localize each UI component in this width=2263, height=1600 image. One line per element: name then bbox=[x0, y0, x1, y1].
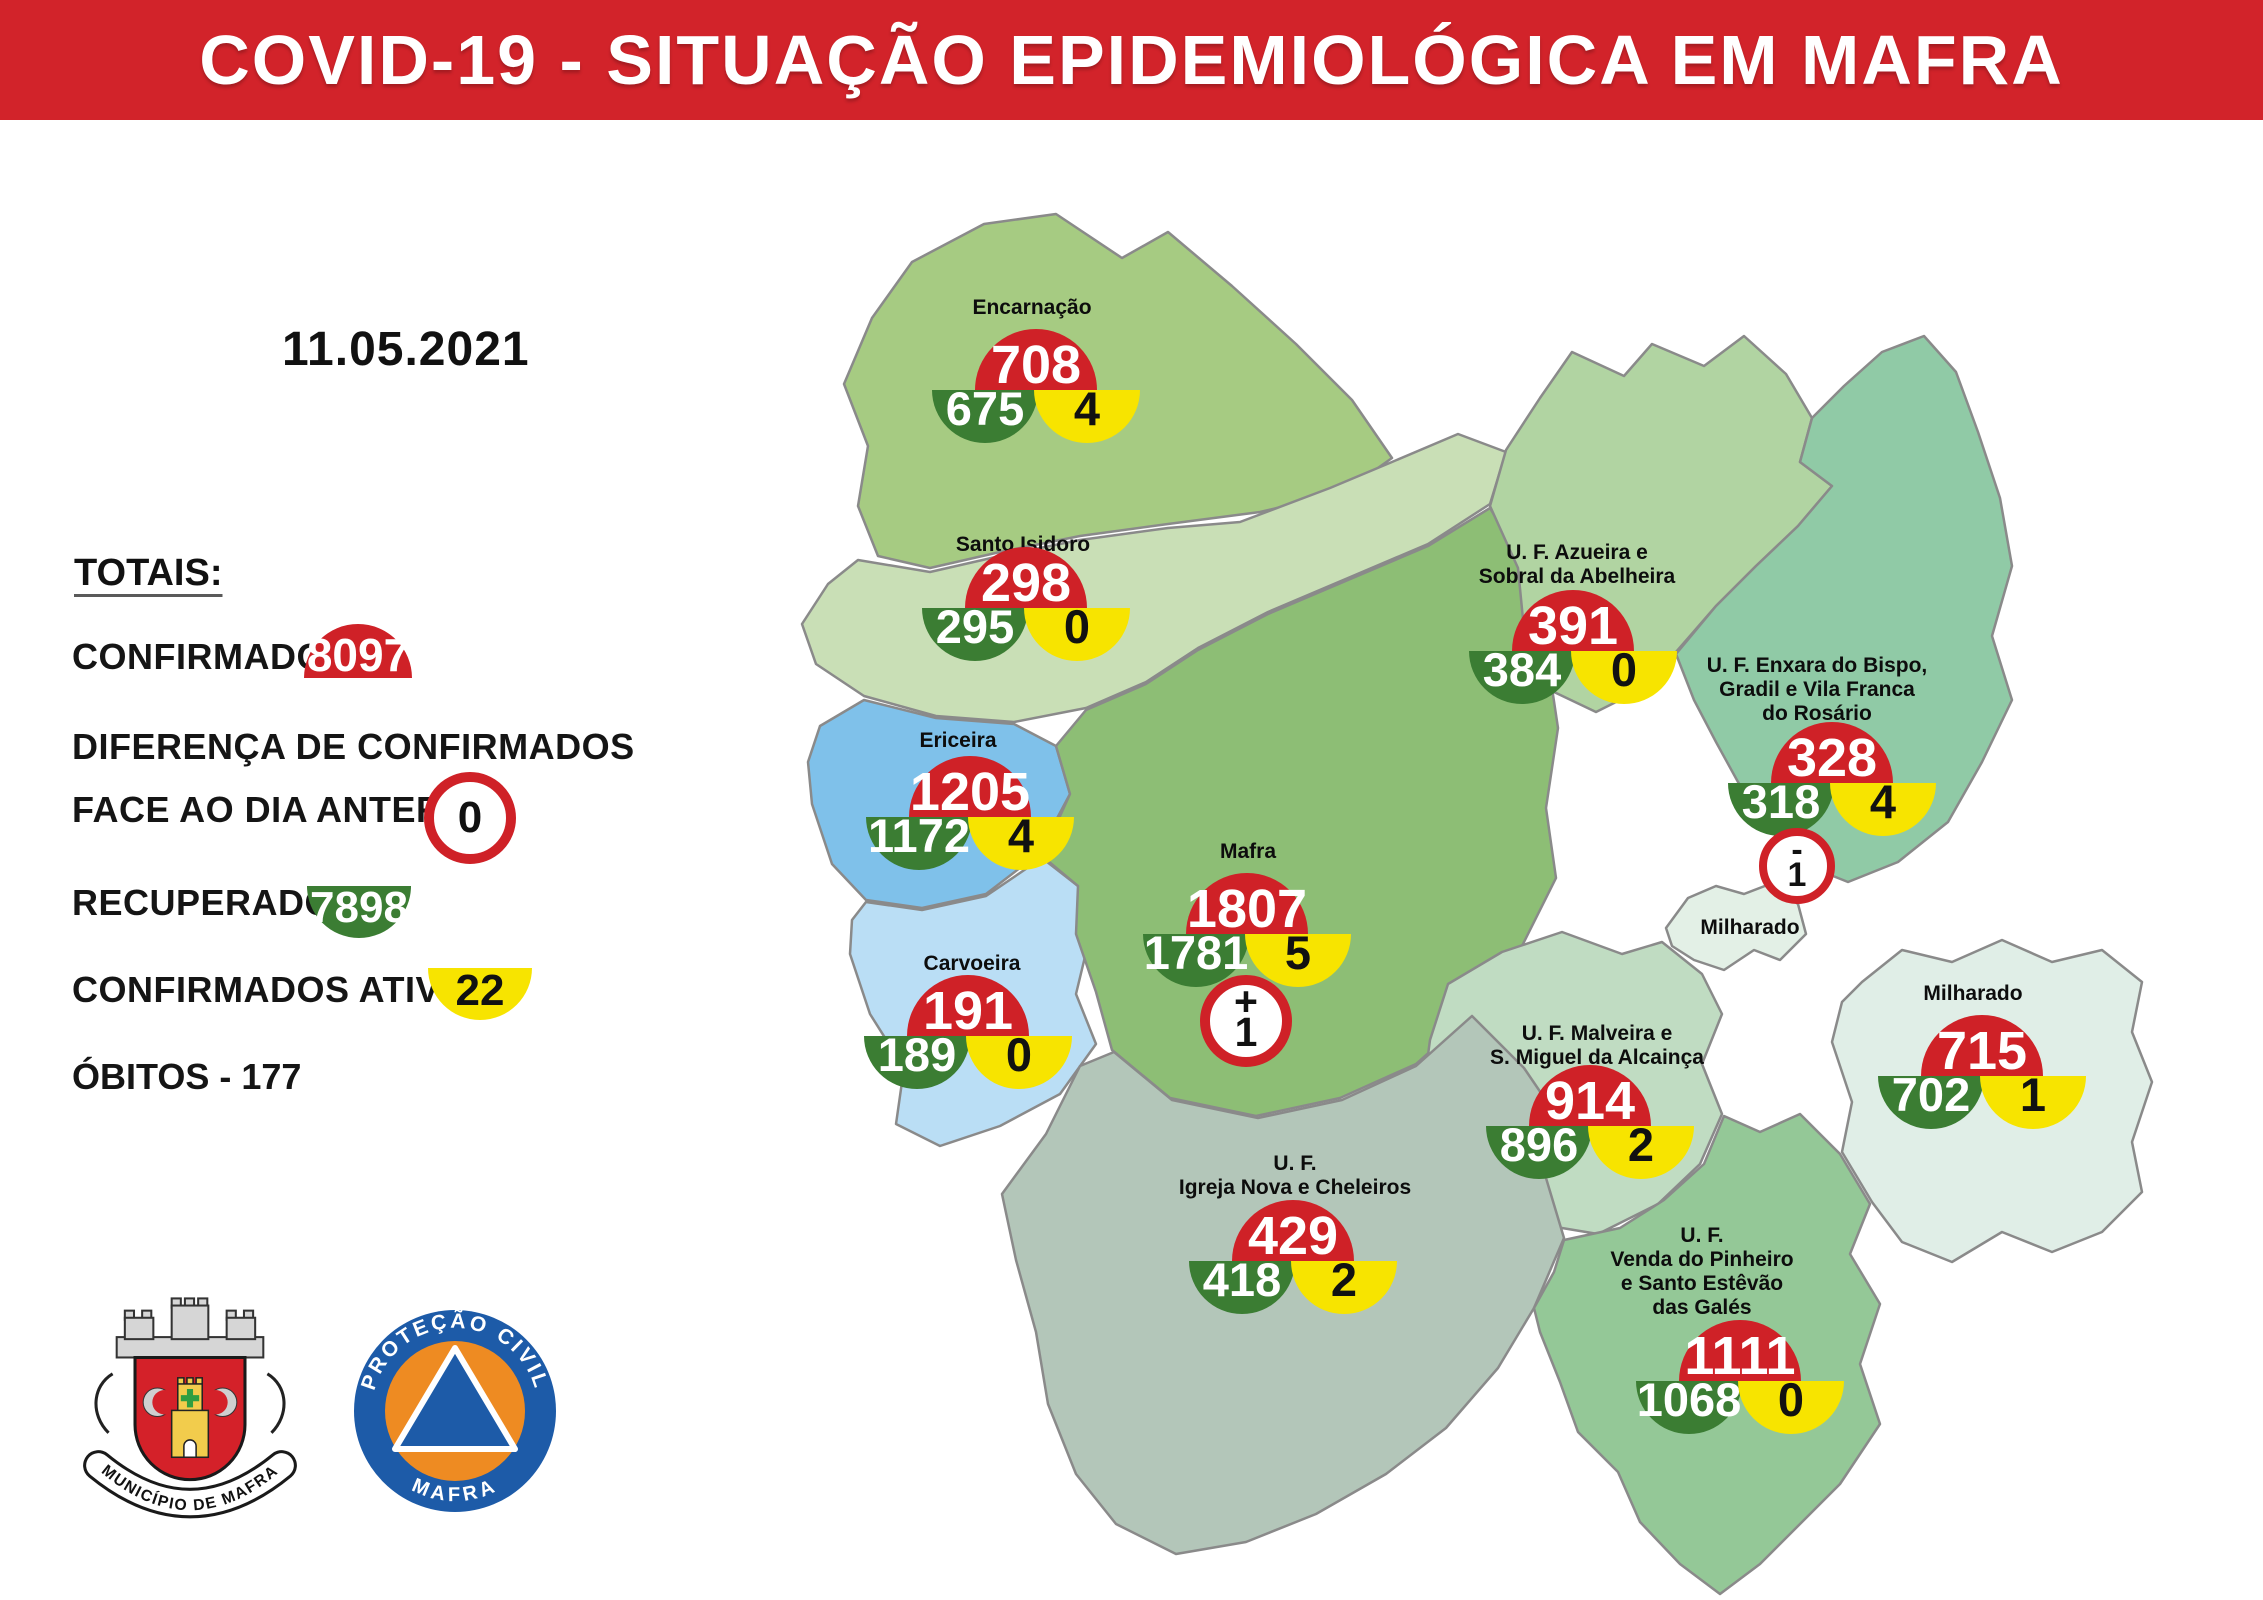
mural-crown-icon bbox=[115, 1297, 265, 1359]
confirmed-label: CONFIRMADOS bbox=[72, 636, 350, 677]
left-scroll-icon bbox=[94, 1372, 114, 1434]
banner-ribbon bbox=[86, 1453, 294, 1516]
region-shape-milharado bbox=[1830, 938, 2154, 1264]
totals-heading: TOTAIS: bbox=[74, 552, 223, 594]
header-banner: COVID-19 - SITUAÇÃO EPIDEMIOLÓGICA EM MA… bbox=[0, 0, 2263, 120]
region-shape-milharado-exclave bbox=[1664, 882, 1808, 972]
deaths-value: 177 bbox=[241, 1056, 302, 1097]
green-cross-icon bbox=[180, 1389, 200, 1408]
confirmed-total-badge: 8097 bbox=[304, 624, 412, 678]
tower-door-icon bbox=[183, 1439, 197, 1459]
right-scroll-icon bbox=[266, 1372, 286, 1434]
difference-label-line1: DIFERENÇA DE CONFIRMADOS bbox=[72, 726, 635, 767]
municipio-de-mafra-logo: MUNICÍPIO DE MAFRA bbox=[83, 1297, 297, 1519]
crescent-icons bbox=[142, 1387, 238, 1418]
report-date: 11.05.2021 bbox=[282, 323, 530, 376]
difference-total-circle: 0 bbox=[424, 772, 516, 864]
page-title: COVID-19 - SITUAÇÃO EPIDEMIOLÓGICA EM MA… bbox=[199, 21, 2064, 99]
civil-protection-triangle-icon bbox=[392, 1345, 518, 1452]
deaths-row: ÓBITOS -177 bbox=[72, 1056, 301, 1098]
protecao-civil-logo: PROTEÇÃO CIVIL MAFRA bbox=[354, 1310, 556, 1512]
deaths-label: ÓBITOS - bbox=[72, 1056, 232, 1097]
region-shape-enxara bbox=[1674, 334, 2014, 884]
active-label: CONFIRMADOS ATIVOS bbox=[72, 969, 493, 1010]
